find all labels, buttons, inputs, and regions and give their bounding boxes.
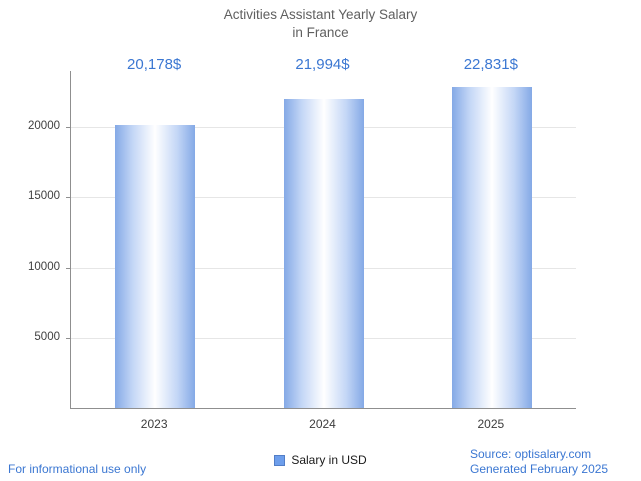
y-tickmark-20000 (66, 127, 71, 129)
chart-title-line2: in France (292, 24, 349, 40)
legend-label: Salary in USD (291, 453, 367, 467)
plot-area (66, 71, 576, 409)
x-axis-label-2024: 2024 (309, 417, 336, 431)
x-axis-label-2023: 2023 (140, 417, 168, 431)
value-label-2025: 22,831$ (463, 56, 518, 73)
value-label-2023: 20,178$ (127, 56, 182, 73)
x-axis-label-2025: 2025 (477, 417, 505, 431)
bar-2024 (283, 99, 364, 408)
bar-2023 (115, 124, 196, 408)
generated-text: Generated February 2025 (470, 462, 609, 476)
source-text: Source: optisalary.com (470, 447, 592, 461)
y-tick-label-5000: 5000 (34, 330, 60, 343)
y-tick-label-10000: 10000 (28, 260, 60, 273)
y-tick-label-15000: 15000 (28, 190, 60, 203)
chart-title-line1: Activities Assistant Yearly Salary (223, 7, 418, 22)
chart-title: Activities Assistant Yearly Salary in Fr… (0, 6, 641, 42)
value-label-2024: 21,994$ (295, 56, 350, 73)
legend-swatch-icon (274, 454, 286, 466)
source-block: Source: optisalary.com Generated Februar… (470, 447, 608, 477)
y-tickmark-5000 (66, 337, 71, 339)
legend: Salary in USD (0, 453, 641, 467)
disclaimer-text: For informational use only (8, 462, 147, 476)
y-tickmark-15000 (66, 197, 71, 199)
bar-2025 (451, 87, 532, 408)
y-tickmark-10000 (66, 267, 71, 269)
y-tick-label-20000: 20000 (28, 120, 60, 133)
